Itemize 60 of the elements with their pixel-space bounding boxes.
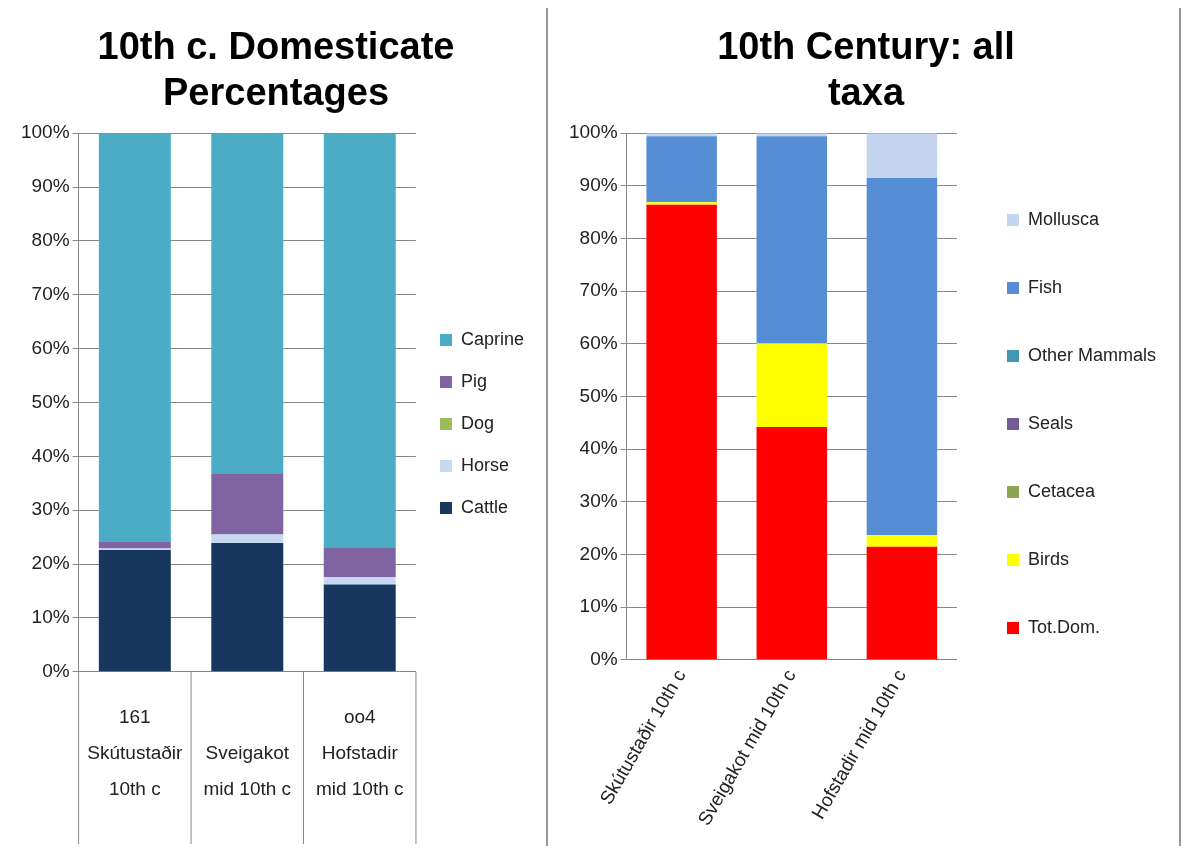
bar (866, 535, 938, 547)
y-tick-label: 0% (42, 659, 70, 681)
x-tick-label: oo4 Hofstadir mid 10th c (315, 705, 404, 800)
bar (323, 547, 396, 577)
bar (866, 177, 938, 536)
bar (866, 133, 938, 178)
y-tick-label: 70% (579, 279, 618, 301)
bar (98, 133, 171, 542)
bar (323, 576, 396, 585)
bar (646, 136, 717, 203)
bar (646, 204, 717, 660)
legend-label: Pig (460, 370, 487, 391)
bar (211, 133, 284, 475)
y-tick-label: 80% (579, 226, 618, 248)
y-tick-label: 20% (579, 542, 618, 564)
y-tick-label: 100% (20, 121, 70, 143)
y-tick-label: 70% (31, 282, 70, 304)
bar (98, 550, 171, 672)
y-tick-label: 50% (579, 384, 618, 406)
bar (756, 136, 828, 344)
bar (866, 546, 938, 660)
bar (211, 534, 284, 543)
bar (323, 133, 396, 548)
bar (323, 584, 396, 672)
chart-title: 10th Century: all taxa (717, 25, 1015, 113)
y-tick-label: 90% (31, 175, 70, 197)
y-tick-label: 40% (579, 437, 618, 459)
bar (646, 202, 717, 205)
legend-label: Dog (460, 412, 494, 433)
y-tick-label: 50% (31, 390, 70, 412)
y-tick-label: 40% (31, 444, 70, 466)
y-tick-label: 0% (590, 648, 618, 670)
legend-label: Fish (1027, 276, 1062, 297)
bar (756, 427, 828, 660)
legend-label: Mollusca (1027, 208, 1100, 229)
y-tick-label: 30% (579, 490, 618, 512)
x-tick-label: 161 Skútustaðir 10th c (87, 705, 184, 800)
y-tick-label: 60% (31, 336, 70, 358)
legend-label: Cattle (460, 496, 508, 517)
legend-label: Horse (460, 454, 509, 475)
legend-label: Caprine (460, 328, 525, 349)
bar (98, 541, 171, 549)
legend-label: Other Mammals (1027, 344, 1157, 365)
bar (211, 543, 284, 672)
y-tick-label: 90% (579, 174, 618, 196)
legend-label: Birds (1027, 548, 1069, 569)
legend-label: Seals (1027, 412, 1074, 433)
y-tick-label: 80% (31, 229, 70, 251)
x-tick-label: Sveigakot mid 10th c (203, 742, 292, 800)
y-tick-label: 10% (31, 606, 70, 628)
y-tick-label: 100% (568, 121, 618, 143)
bar (211, 474, 284, 535)
y-tick-label: 60% (579, 332, 618, 354)
y-tick-label: 30% (31, 498, 70, 520)
y-tick-label: 10% (579, 595, 618, 617)
legend-label: Cetacea (1027, 480, 1097, 501)
legend-label: Tot.Dom. (1027, 616, 1101, 637)
bar (756, 343, 828, 428)
chart-title: 10th c. Domesticate Percentages (97, 25, 455, 113)
y-tick-label: 20% (31, 552, 70, 574)
